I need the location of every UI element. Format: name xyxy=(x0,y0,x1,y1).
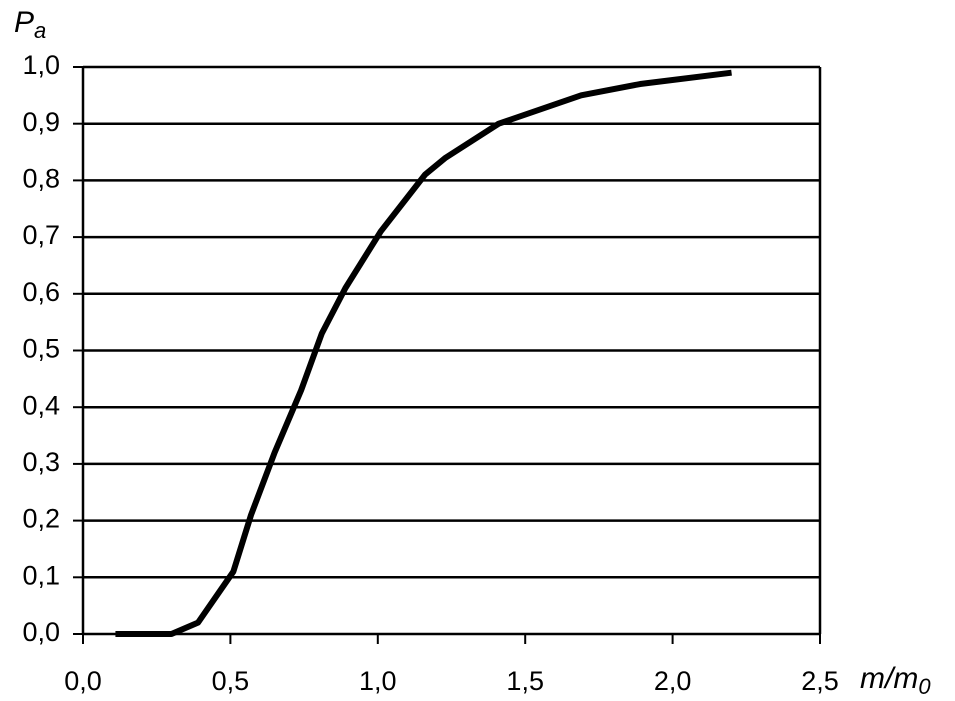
y-label-main: P xyxy=(14,6,34,39)
y-tick-label: 0,9 xyxy=(22,107,60,137)
x-tick-label: 0,5 xyxy=(212,666,250,696)
x-label-sub: 0 xyxy=(918,674,931,699)
x-tick-label: 2,5 xyxy=(801,666,839,696)
x-tick-label: 0,0 xyxy=(64,666,102,696)
x-label-main: m/m xyxy=(860,662,918,695)
x-tick-label: 2,0 xyxy=(654,666,692,696)
y-tick-label: 0,3 xyxy=(22,447,60,477)
y-tick-label: 0,5 xyxy=(22,334,60,364)
y-tick-label: 0,4 xyxy=(22,390,60,420)
x-tick-label: 1,0 xyxy=(359,666,397,696)
y-tick-label: 0,6 xyxy=(22,277,60,307)
data-line xyxy=(115,69,732,637)
y-tick-label: 0,2 xyxy=(22,504,60,534)
y-tick-label: 0,1 xyxy=(22,560,60,590)
y-tick-label: 0,8 xyxy=(22,164,60,194)
y-tick-label: 0,7 xyxy=(22,220,60,250)
y-tick-label: 0,0 xyxy=(22,617,60,647)
y-tick-label: 1,0 xyxy=(22,50,60,80)
y-label-sub: a xyxy=(34,18,46,43)
y-axis-label: Pa xyxy=(14,6,46,43)
x-tick-label: 1,5 xyxy=(506,666,544,696)
x-axis-label: m/m0 xyxy=(860,662,931,699)
